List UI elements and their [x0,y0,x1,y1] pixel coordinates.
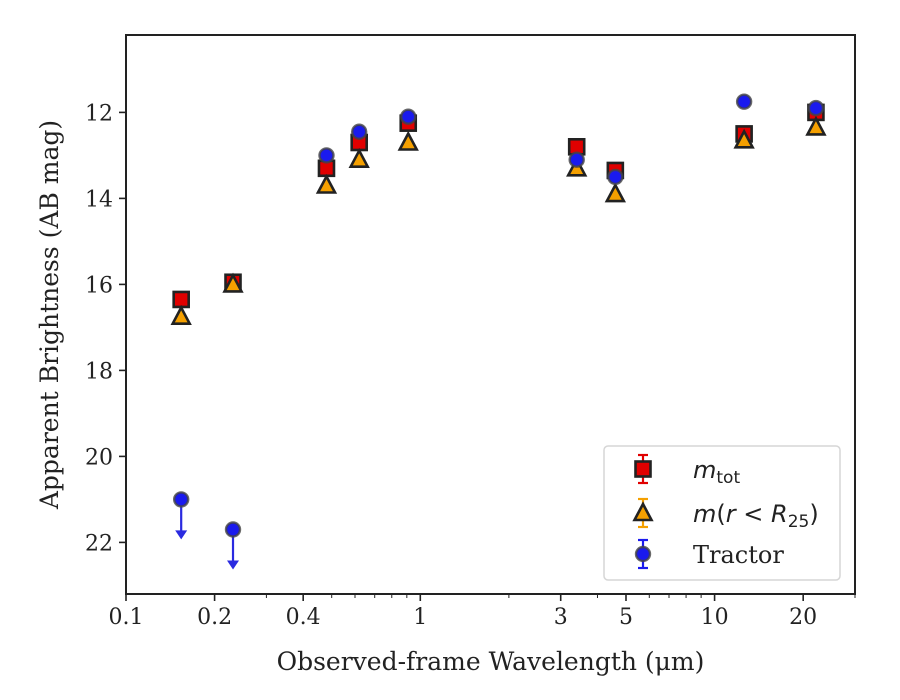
data-point-circle [172,491,190,508]
upper-limit-arrowhead [175,530,188,540]
x-tick-label: 3 [554,605,568,630]
x-tick-label: 0.4 [286,605,321,630]
data-point-circle [318,147,335,164]
legend-label-m-r25: m(r < R25) [693,500,819,532]
x-axis-label: Observed-frame Wavelength (μm) [277,647,705,676]
legend-box [603,445,841,581]
series-square [172,103,825,309]
data-point-circle [224,521,242,538]
x-tick-label: 0.2 [197,605,232,630]
legend-label-tractor: Tractor [693,541,784,569]
y-tick-label: 18 [85,359,113,384]
data-point-circle [568,151,585,168]
data-point-triangle [170,304,192,325]
x-tick-label: 1 [413,605,427,630]
upper-limit-arrowhead [227,560,240,570]
data-point-square [172,290,190,309]
data-point-triangle [604,182,627,203]
marks-layer [170,93,827,570]
data-point-triangle [348,147,370,168]
y-tick-label: 12 [85,101,113,126]
y-tick-label: 20 [85,445,113,470]
ticks-layer: 0.1 0.2 0.4 1 3 5 10 20 12 14 16 18 20 22 [85,101,856,630]
y-tick-label: 22 [85,531,113,556]
data-point-triangle [397,130,419,151]
data-point-circle [607,168,624,186]
series-circle [172,93,825,570]
data-point-triangle [733,128,755,149]
y-axis-label: Apparent Brightness (AB mag) [35,120,64,510]
data-point-triangle [222,272,244,293]
legend: mtot m(r < R25) Tractor [603,445,841,581]
legend-items: mtot m(r < R25) Tractor [632,453,819,570]
legend-marker-square [634,460,652,478]
data-point-circle [735,93,753,110]
plot-frame [125,34,856,595]
y-tick-label: 16 [85,273,113,298]
data-point-circle [350,123,368,140]
legend-marker-circle [634,545,652,563]
y-tick-label: 14 [85,187,113,212]
x-tick-label: 0.1 [109,605,144,630]
legend-label-mtot: mtot [693,456,740,488]
data-point-triangle [805,115,827,136]
legend-marker-triangle [632,501,654,522]
x-tick-label: 5 [619,605,633,630]
data-point-circle [400,108,417,125]
series-triangle [170,115,827,325]
data-point-triangle [315,173,338,194]
x-tick-label: 10 [701,605,729,630]
x-tick-label: 20 [789,605,817,630]
data-point-circle [807,99,825,117]
